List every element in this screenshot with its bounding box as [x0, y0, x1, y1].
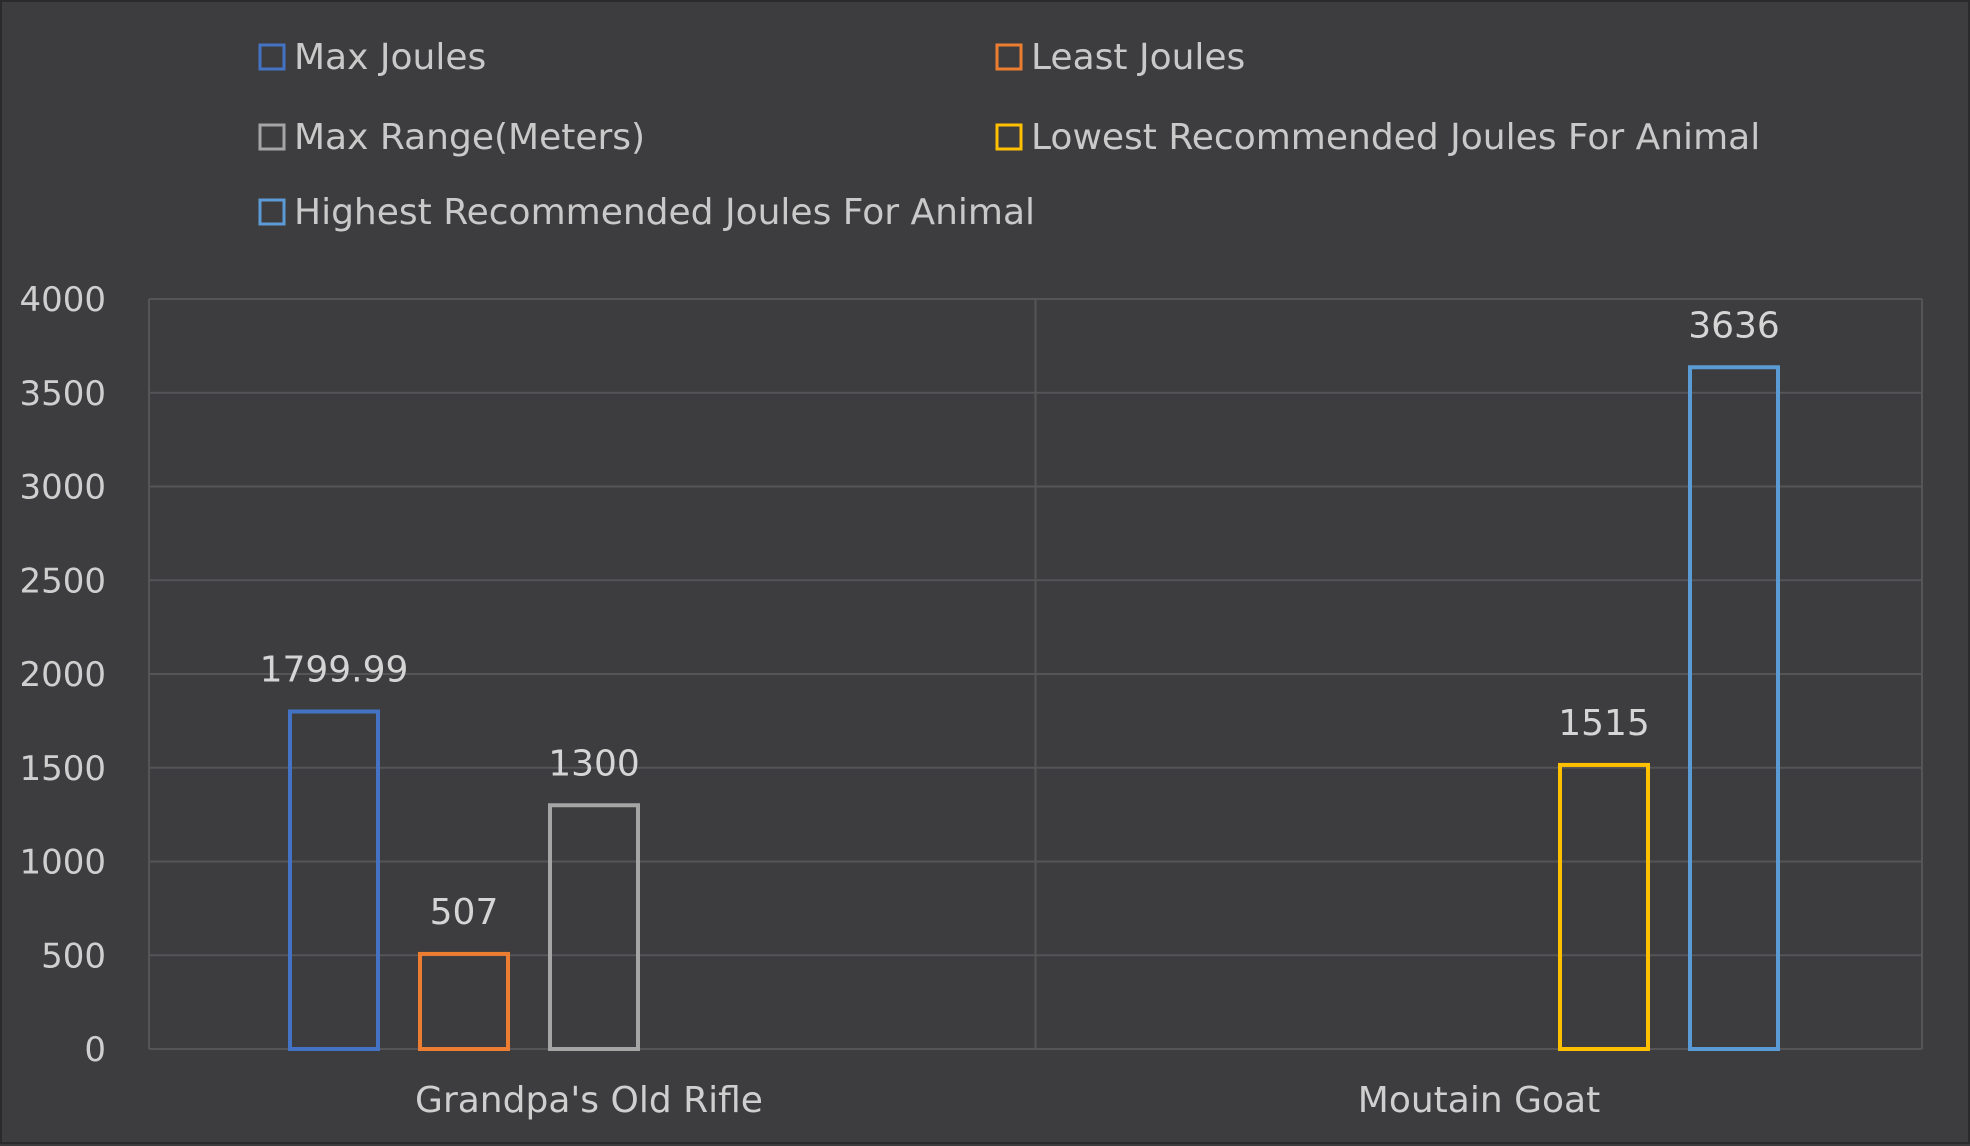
legend-swatch — [995, 43, 1023, 71]
legend-label: Max Joules — [294, 37, 486, 78]
x-category-label: Grandpa's Old Rifle — [415, 1080, 763, 1121]
data-label: 1300 — [548, 743, 640, 784]
legend-swatch — [995, 123, 1023, 151]
y-tick-label: 2000 — [19, 655, 106, 695]
y-axis: 0 500 1000 1500 2000 2500 3000 3500 4000 — [19, 280, 106, 1070]
legend-swatch — [258, 198, 286, 226]
bar-lowest-recommended-joules-for-animal — [1558, 762, 1650, 1051]
data-label: 507 — [430, 892, 499, 933]
y-tick-label: 500 — [41, 936, 106, 976]
data-label: 1515 — [1558, 703, 1650, 744]
y-tick-label: 0 — [84, 1030, 106, 1070]
y-tick-label: 1000 — [19, 843, 106, 883]
bar-least-joules — [418, 951, 510, 1051]
legend-label: Lowest Recommended Joules For Animal — [1031, 117, 1760, 158]
x-axis: Grandpa's Old Rifle Moutain Goat — [415, 1080, 1600, 1121]
legend-label: Max Range(Meters) — [294, 117, 645, 158]
legend-label: Highest Recommended Joules For Animal — [294, 192, 1035, 233]
y-tick-label: 3500 — [19, 374, 106, 414]
bar-max-joules — [288, 709, 380, 1052]
legend-swatch — [258, 43, 286, 71]
bar-max-range-meters — [548, 803, 640, 1051]
legend-swatch — [258, 123, 286, 151]
bars: 1799.99 507 1300 1515 3636 — [260, 305, 1780, 1052]
y-tick-label: 4000 — [19, 280, 106, 320]
legend-label: Least Joules — [1031, 37, 1245, 78]
gridlines — [148, 298, 1923, 1050]
legend: Max Joules Least Joules Max Range(Meters) L… — [258, 37, 1760, 233]
y-tick-label: 2500 — [19, 561, 106, 601]
x-category-label: Moutain Goat — [1358, 1080, 1600, 1121]
data-label: 1799.99 — [260, 650, 409, 691]
y-tick-label: 1500 — [19, 749, 106, 789]
data-label: 3636 — [1688, 305, 1780, 346]
bar-highest-recommended-joules-for-animal — [1688, 365, 1780, 1051]
y-tick-label: 3000 — [19, 468, 106, 508]
